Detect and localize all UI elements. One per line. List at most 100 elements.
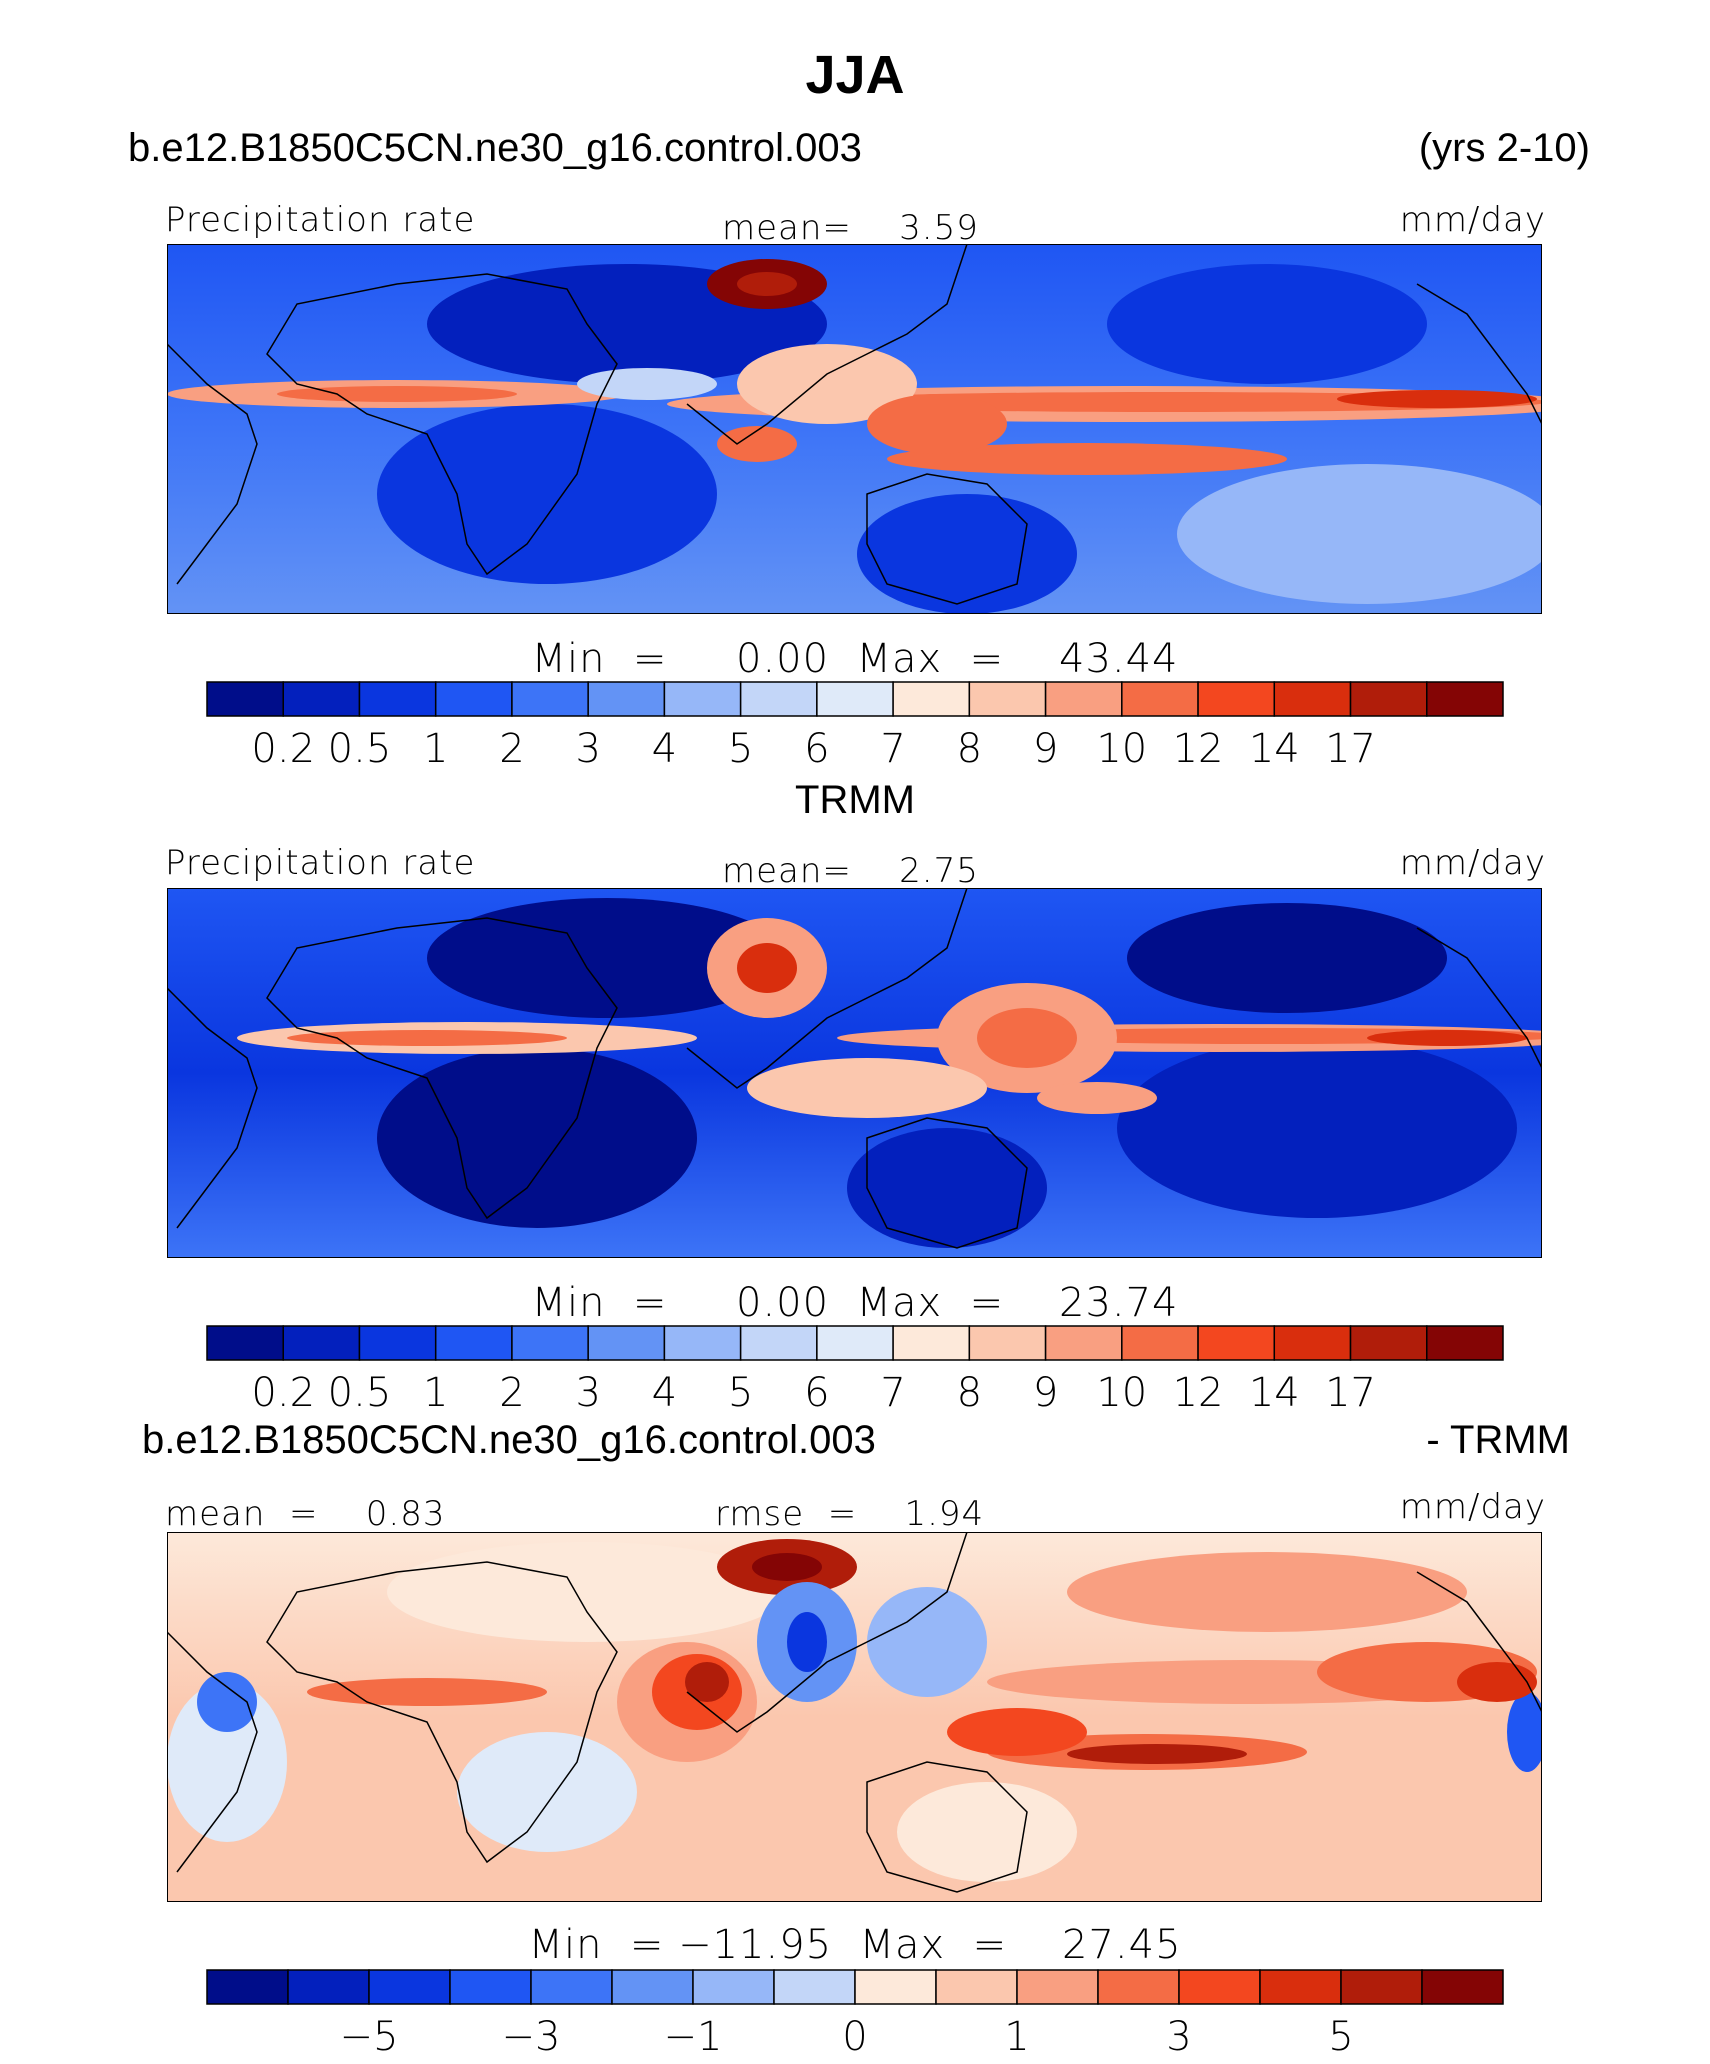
colorbar-box <box>1197 1325 1276 1361</box>
colorbar-tick-label: −3 <box>502 2014 561 2060</box>
panel-obs-mean-label: mean= 2.75 <box>722 851 979 891</box>
colorbar-box <box>1273 681 1352 717</box>
colorbar-tick-label: 1 <box>423 726 448 772</box>
panel-model-map <box>167 244 1542 614</box>
colorbar-tick-label: 17 <box>1325 726 1376 772</box>
case-name-title: b.e12.B1850C5CN.ne30_g16.control.003 <box>128 126 862 170</box>
colorbar-box <box>1340 1969 1423 2005</box>
colorbar-box <box>773 1969 856 2005</box>
colorbar-box <box>1197 681 1276 717</box>
colorbar-tick-label: 9 <box>1033 726 1058 772</box>
colorbar-box <box>287 1969 370 2005</box>
panel-diff-mean-label: mean = 0.83 <box>165 1494 446 1534</box>
panel-obs-variable-label: Precipitation rate <box>165 843 476 883</box>
colorbar-box <box>739 681 818 717</box>
colorbar-tick-label: 5 <box>728 726 753 772</box>
colorbar-tick-label: −1 <box>664 2014 723 2060</box>
colorbar-box <box>968 681 1047 717</box>
colorbar-box <box>206 1969 289 2005</box>
panel-model-variable-label: Precipitation rate <box>165 200 476 240</box>
colorbar-tick-label: 0.5 <box>328 726 392 772</box>
colorbar-box <box>1016 1969 1099 2005</box>
colorbar-tick-label: 3 <box>1166 2014 1191 2060</box>
colorbar-box <box>739 1325 818 1361</box>
panel-model-minmax-label: Min = 0.00 Max = 43.44 <box>531 636 1179 682</box>
colorbar-tick-label: 7 <box>880 1370 905 1416</box>
panel-diff-rmse-label: rmse = 1.94 <box>715 1494 985 1534</box>
colorbar-tick-label: 0.2 <box>251 726 315 772</box>
colorbar-tick-label: 9 <box>1033 1370 1058 1416</box>
panel-model-mean-label: mean= 3.59 <box>722 208 979 248</box>
colorbar-box <box>434 681 513 717</box>
colorbar-tick-label: 0.2 <box>251 1370 315 1416</box>
colorbar-box <box>1121 681 1199 717</box>
colorbar-tick-label: 14 <box>1249 1370 1300 1416</box>
colorbar-box <box>449 1969 532 2005</box>
colorbar-box <box>1259 1969 1342 2005</box>
colorbar-tick-label: 17 <box>1325 1370 1376 1416</box>
colorbar-tick-label: 7 <box>880 726 905 772</box>
colorbar-tick-label: 8 <box>957 726 982 772</box>
panel-diff-colorbar: −5 −3 −1 0 1 3 5 <box>206 1969 1504 2060</box>
colorbar-tick-label: 2 <box>499 726 524 772</box>
colorbar-box <box>1426 681 1504 717</box>
obs-title: TRMM <box>795 778 915 822</box>
colorbar-tick-label: 1 <box>423 1370 448 1416</box>
panel-obs-minmax-label: Min = 0.00 Max = 23.74 <box>531 1280 1179 1326</box>
colorbar-tick-label: 6 <box>804 1370 829 1416</box>
colorbar-tick-label: 0.5 <box>328 1370 392 1416</box>
colorbar-tick-label: 10 <box>1096 726 1147 772</box>
colorbar-box <box>282 681 361 717</box>
colorbar-box <box>816 681 894 717</box>
colorbar-box <box>935 1969 1018 2005</box>
colorbar-box <box>1426 1325 1504 1361</box>
diff-suffix-title: - TRMM <box>1426 1418 1570 1462</box>
panel-model-units-label: mm/day <box>1399 200 1546 240</box>
colorbar-tick-label: 3 <box>575 1370 600 1416</box>
colorbar-box <box>1273 1325 1352 1361</box>
diff-case-title: b.e12.B1850C5CN.ne30_g16.control.003 <box>142 1418 876 1462</box>
panel-diff-map <box>167 1532 1542 1902</box>
colorbar-box <box>206 681 284 717</box>
colorbar-tick-label: 4 <box>652 726 677 772</box>
colorbar-box <box>530 1969 613 2005</box>
panel-diff-units-label: mm/day <box>1399 1487 1546 1527</box>
colorbar-box <box>816 1325 894 1361</box>
colorbar-box <box>1349 1325 1428 1361</box>
panel-diff-minmax-label: Min = −11.95 Max = 27.45 <box>528 1922 1182 1968</box>
colorbar-box <box>587 1325 666 1361</box>
colorbar-box <box>368 1969 451 2005</box>
colorbar-tick-label: −5 <box>340 2014 399 2060</box>
colorbar-box <box>892 1325 971 1361</box>
colorbar-box <box>892 681 971 717</box>
colorbar-tick-label: 12 <box>1173 726 1224 772</box>
figure-title: JJA <box>805 45 905 105</box>
colorbar-box <box>1044 1325 1123 1361</box>
colorbar-box <box>1097 1969 1180 2005</box>
colorbar-box <box>358 1325 437 1361</box>
colorbar-box <box>663 681 742 717</box>
colorbar-tick-label: 2 <box>499 1370 524 1416</box>
colorbar-box <box>1421 1969 1504 2005</box>
colorbar-tick-label: 14 <box>1249 726 1300 772</box>
colorbar-tick-label: 6 <box>804 726 829 772</box>
colorbar-box <box>968 1325 1047 1361</box>
colorbar-box <box>1121 1325 1199 1361</box>
colorbar-box <box>206 1325 284 1361</box>
panel-obs-map <box>167 888 1542 1258</box>
colorbar-tick-label: 4 <box>652 1370 677 1416</box>
colorbar-box <box>1044 681 1123 717</box>
panel-obs-units-label: mm/day <box>1399 843 1546 883</box>
panel-obs-colorbar: 0.2 0.5 1 2 3 4 5 6 7 8 9 10 12 14 17 <box>206 1325 1504 1416</box>
colorbar-tick-label: 1 <box>1004 2014 1029 2060</box>
colorbar-box <box>282 1325 361 1361</box>
colorbar-box <box>1349 681 1428 717</box>
colorbar-box <box>587 681 666 717</box>
colorbar-tick-label: 10 <box>1096 1370 1147 1416</box>
colorbar-box <box>692 1969 775 2005</box>
colorbar-tick-label: 5 <box>728 1370 753 1416</box>
colorbar-tick-label: 0 <box>842 2014 867 2060</box>
colorbar-tick-label: 5 <box>1328 2014 1353 2060</box>
colorbar-box <box>663 1325 742 1361</box>
colorbar-box <box>434 1325 513 1361</box>
